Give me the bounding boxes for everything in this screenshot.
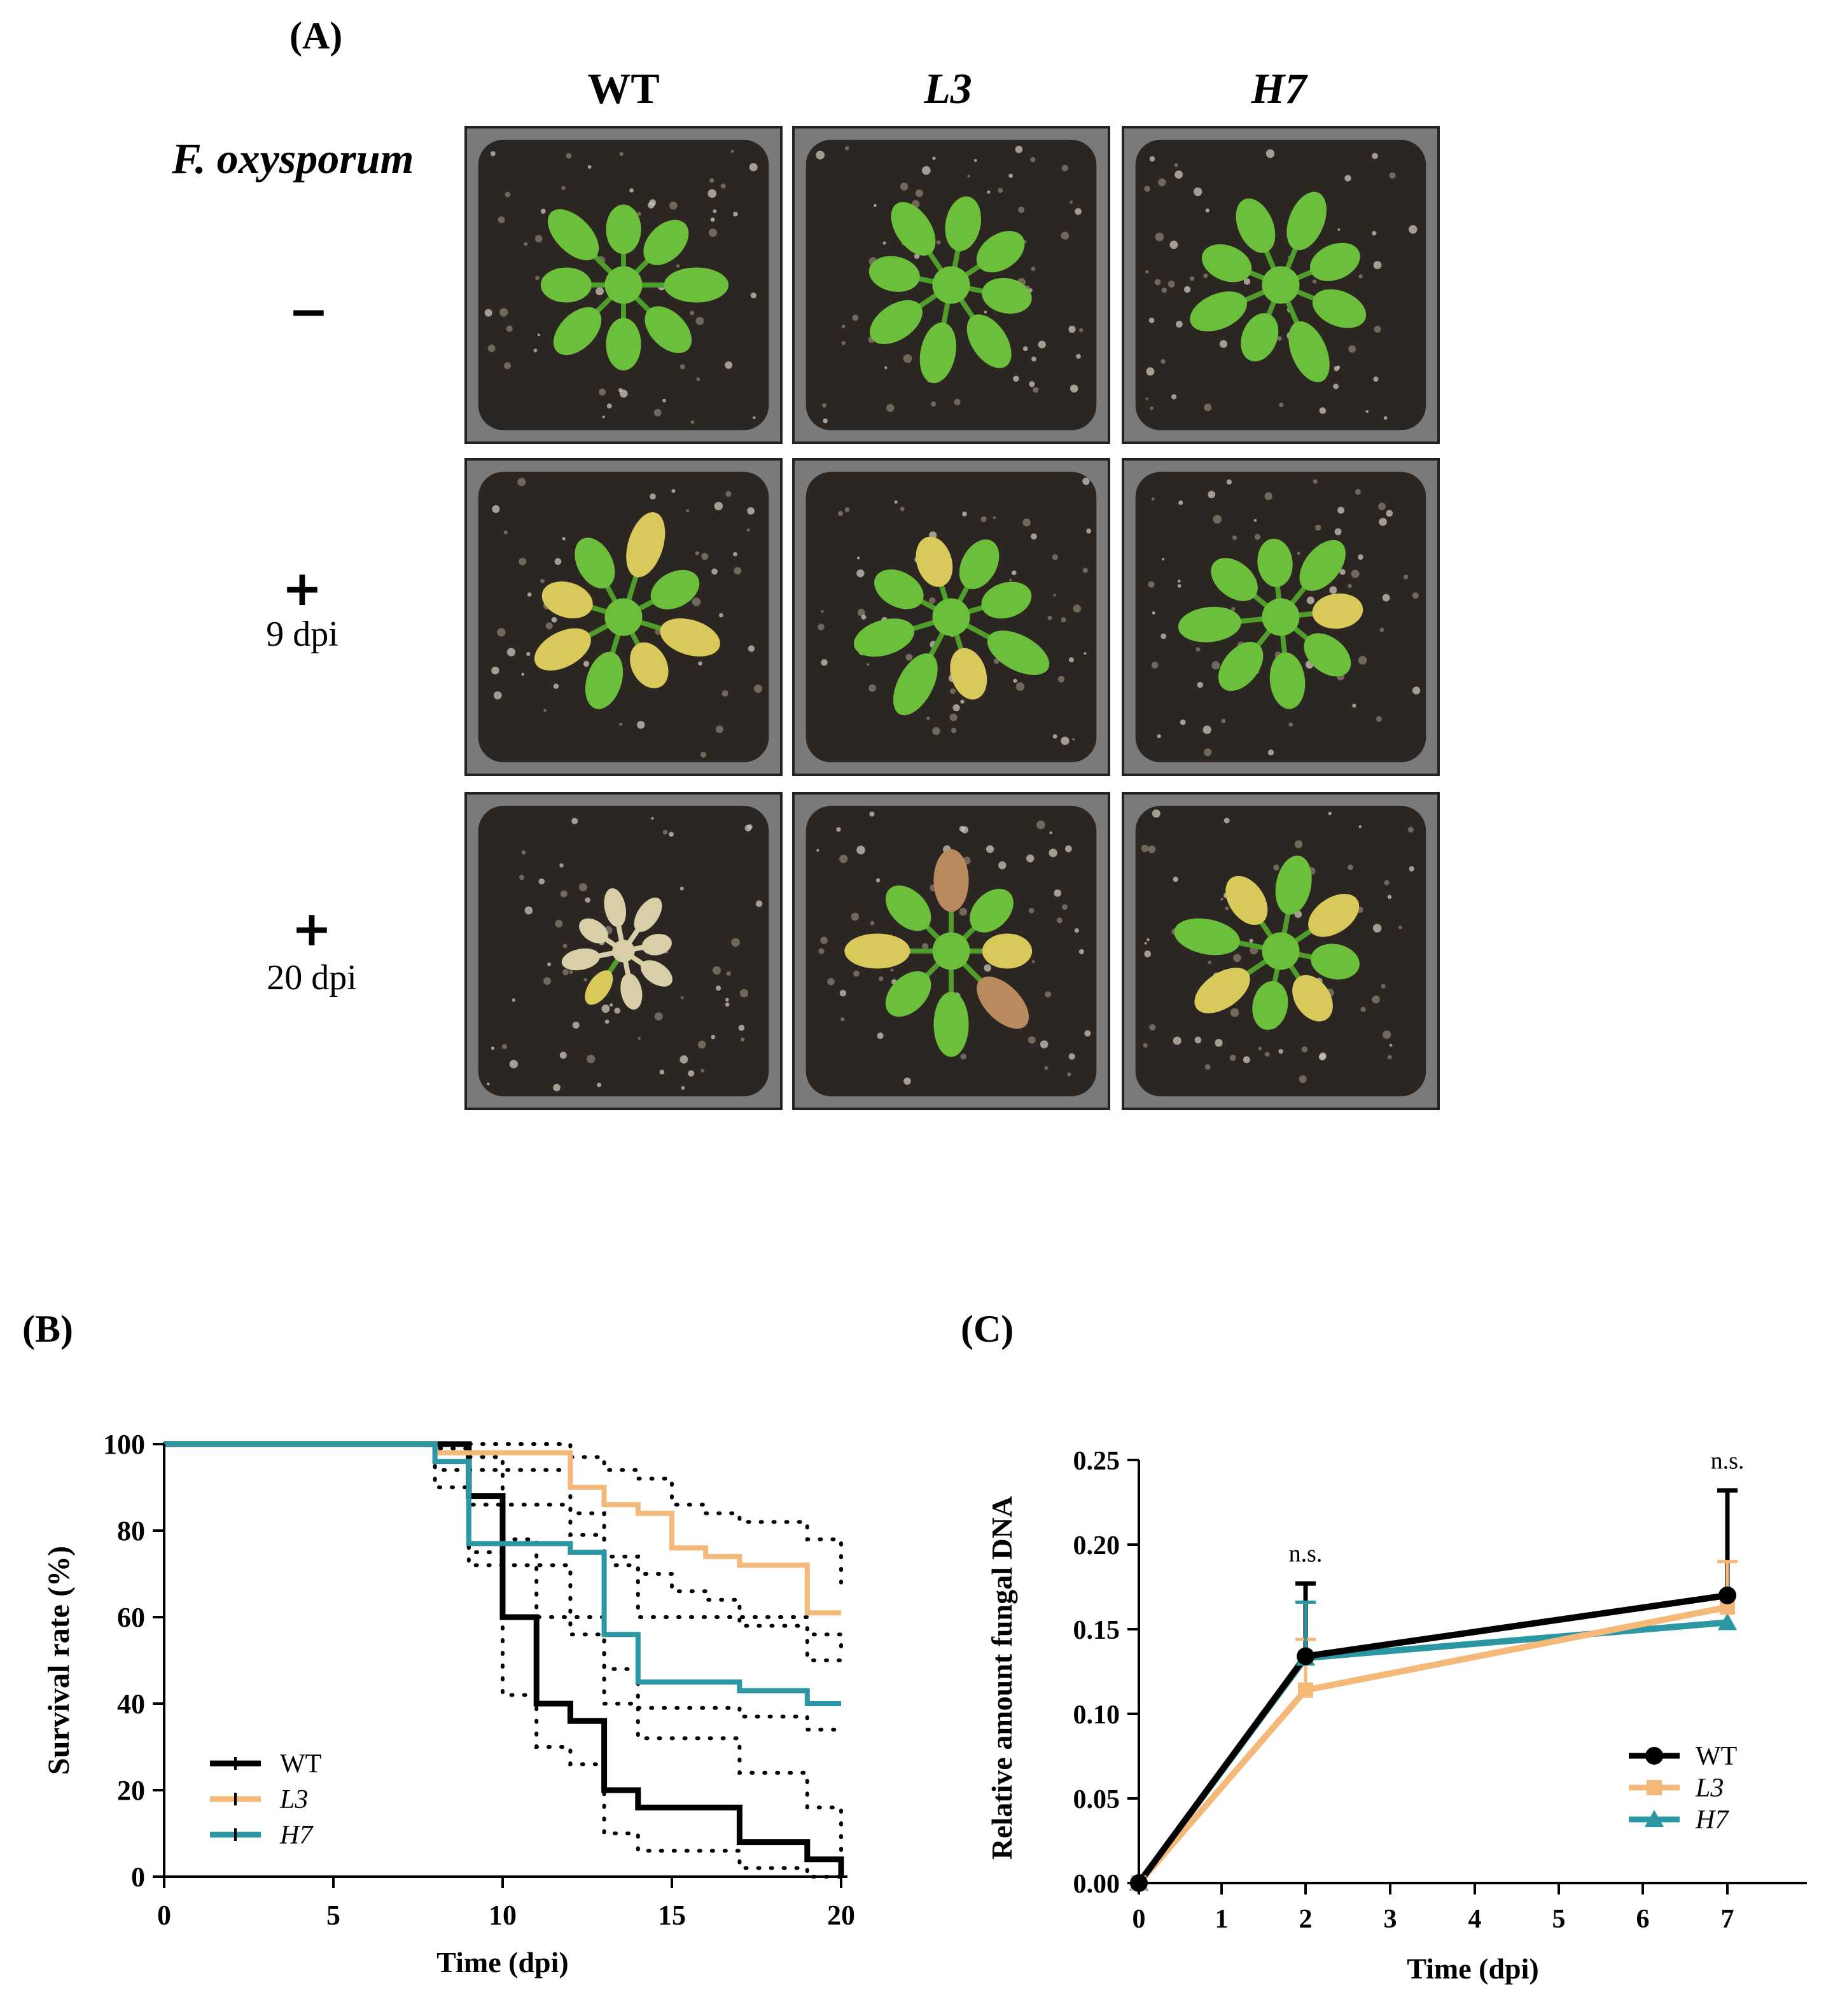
plant-photo-h7-row-1: [1122, 126, 1440, 444]
legend-label-h7: H7: [279, 1821, 314, 1850]
column-header-l3: L3: [924, 64, 972, 113]
x-tick-label: 1: [1215, 1905, 1229, 1934]
y-tick-label: 0.10: [1073, 1700, 1120, 1730]
survival-chart: 0 5 10 15 20 0 20 40 60 80 100 Time (dpi) Survival r…: [42, 1429, 855, 1978]
series-marker-h7: [1718, 1613, 1737, 1630]
column-header-h7: H7: [1251, 64, 1307, 113]
plant-photo-l3-row-1: [792, 126, 1110, 444]
x-tick-label: 6: [1636, 1905, 1650, 1934]
x-tick-label: 0: [157, 1900, 171, 1931]
plant-photo-wt-row-3: [464, 792, 783, 1110]
y-tick-label: 0.00: [1073, 1870, 1120, 1899]
x-axis-label: Time (dpi): [1407, 1952, 1538, 1985]
y-axis-label: Relative amount fungal DNA: [986, 1496, 1018, 1860]
plant-photo-h7-row-3: [1122, 792, 1440, 1110]
x-tick-label: 0: [1133, 1905, 1146, 1934]
row-header-pathogen: F. oxysporum: [172, 134, 414, 183]
survival-ci-l3-upper: [162, 1442, 843, 1585]
series-marker-wt: [1130, 1874, 1148, 1892]
x-tick-label: 3: [1384, 1905, 1397, 1934]
row-3-timepoint: 20 dpi: [267, 958, 357, 998]
series-line-wt: [1136, 1592, 1728, 1885]
survival-curve-wt: [164, 1441, 844, 1877]
panel-a-label: (A): [289, 15, 343, 57]
row-3-sign: +: [291, 900, 332, 957]
legend-marker-wt: [1645, 1747, 1663, 1765]
y-tick-label: 80: [117, 1515, 145, 1547]
x-tick-label: 7: [1721, 1905, 1734, 1934]
legend-label-h7: H7: [1695, 1805, 1729, 1835]
x-tick-label: 4: [1468, 1905, 1482, 1934]
legend-marker-h7: [1645, 1810, 1664, 1827]
legend-label-l3: L3: [1695, 1774, 1724, 1803]
y-tick-label: 40: [117, 1688, 145, 1720]
annotation-ns: n.s.: [1711, 1447, 1745, 1474]
row-1-sign: −: [288, 283, 329, 340]
plant-photo-wt-row-1: [464, 126, 783, 444]
y-tick-label: 100: [103, 1429, 145, 1460]
survival-curve-h7: [164, 1442, 841, 1706]
x-axis-label: Time (dpi): [436, 1946, 568, 1978]
series-marker-wt: [1718, 1586, 1736, 1604]
row-2-timepoint: 9 dpi: [266, 615, 338, 654]
column-header-wt: WT: [587, 64, 660, 113]
y-tick-label: 0.05: [1073, 1785, 1120, 1814]
x-tick-label: 2: [1299, 1905, 1313, 1934]
y-axis-label: Survival rate (%): [42, 1546, 76, 1775]
series-line-h7: [1136, 1619, 1728, 1885]
legend-label-l3: L3: [279, 1785, 308, 1814]
x-tick-label: 20: [827, 1900, 855, 1931]
y-tick-label: 0.15: [1073, 1616, 1120, 1645]
plant-photo-l3-row-2: [792, 458, 1110, 776]
y-tick-label: 0.20: [1073, 1531, 1120, 1561]
annotation-ns: n.s.: [1289, 1541, 1323, 1568]
y-tick-label: 0: [131, 1861, 145, 1893]
plant-photo-h7-row-2: [1122, 458, 1440, 776]
survival-curve-l3: [164, 1442, 841, 1616]
x-tick-label: 5: [1552, 1905, 1566, 1934]
survival-ci-l3-lower: [162, 1442, 843, 1662]
plant-photo-wt-row-2: [464, 458, 783, 776]
legend-marker-l3: [1647, 1780, 1662, 1795]
panel-c-label: (C): [961, 1308, 1014, 1350]
plant-photo-l3-row-3: [792, 792, 1110, 1110]
series-marker-wt: [1297, 1647, 1314, 1665]
series-marker-l3: [1298, 1682, 1313, 1698]
x-tick-label: 15: [658, 1900, 686, 1931]
panel-b-label: (B): [22, 1308, 73, 1350]
y-tick-label: 0.25: [1073, 1447, 1120, 1476]
x-tick-label: 10: [489, 1900, 517, 1931]
legend-label-wt: WT: [280, 1749, 321, 1779]
legend-label-wt: WT: [1696, 1742, 1737, 1771]
survival-ci-h7-lower: [162, 1442, 843, 1732]
fungal-dna-chart: 0 1 2 3 4 5 6 7 0.00 0.05 0.10 0.15 0.20 0.25 Time (dp…: [986, 1447, 1807, 1985]
y-tick-label: 60: [117, 1602, 145, 1633]
y-tick-label: 20: [117, 1775, 145, 1806]
row-2-sign: +: [282, 560, 323, 616]
x-tick-label: 5: [326, 1900, 340, 1931]
